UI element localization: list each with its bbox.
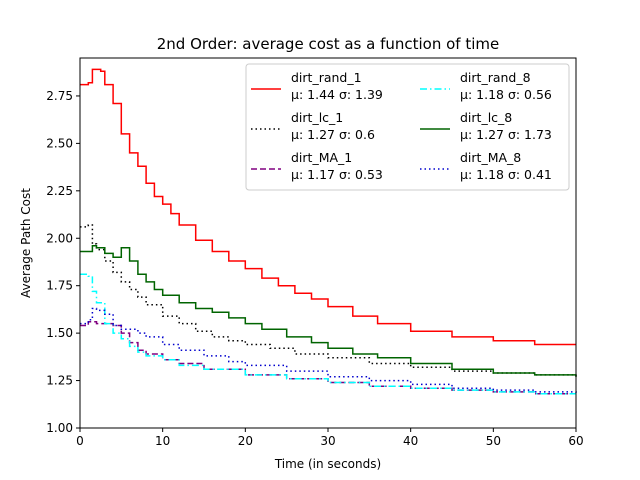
chart-title: 2nd Order: average cost as a function of… — [157, 35, 499, 53]
y-tick-label: 1.25 — [46, 374, 73, 388]
legend-series-stats: μ: 1.18 σ: 0.41 — [460, 167, 552, 182]
x-tick-label: 60 — [568, 434, 583, 448]
legend-series-stats: μ: 1.18 σ: 0.56 — [460, 87, 552, 102]
legend-series-name: dirt_MA_8 — [460, 150, 521, 165]
series-line-dirt-lc-8 — [80, 245, 577, 377]
y-tick-label: 2.75 — [46, 89, 73, 103]
x-tick-label: 0 — [76, 434, 84, 448]
y-tick-label: 2.50 — [46, 136, 73, 150]
x-tick-label: 50 — [486, 434, 501, 448]
x-tick-label: 30 — [320, 434, 335, 448]
series-line-dirt-rand-1 — [80, 68, 576, 346]
y-axis-ticks: 1.00 1.25 1.50 1.75 2.00 2.25 2.50 2.75 — [46, 89, 80, 435]
legend-series-stats: μ: 1.27 σ: 0.6 — [291, 127, 375, 142]
y-tick-label: 1.00 — [46, 421, 73, 435]
legend-series-stats: μ: 1.44 σ: 1.39 — [291, 87, 383, 102]
x-axis-ticks: 0 10 20 30 40 50 60 — [76, 428, 584, 448]
y-tick-label: 2.25 — [46, 184, 73, 198]
legend-series-stats: μ: 1.17 σ: 0.53 — [291, 167, 383, 182]
legend-entries: dirt_rand_1 μ: 1.44 σ: 1.39 dirt_lc_1 μ: 1.… — [251, 70, 552, 182]
x-axis-label: Time (in seconds) — [274, 457, 381, 471]
y-tick-label: 1.75 — [46, 279, 73, 293]
series-line-dirt-rand-8 — [80, 273, 576, 395]
legend-series-name: dirt_lc_1 — [291, 110, 343, 125]
legend-series-name: dirt_MA_1 — [291, 150, 352, 165]
x-tick-label: 40 — [403, 434, 418, 448]
legend-series-name: dirt_rand_8 — [460, 70, 531, 85]
y-tick-label: 1.50 — [46, 326, 73, 340]
legend: dirt_rand_1 μ: 1.44 σ: 1.39 dirt_lc_1 μ: 1.… — [245, 63, 570, 191]
legend-series-name: dirt_rand_1 — [291, 70, 362, 85]
legend-box — [245, 63, 570, 191]
y-tick-label: 2.00 — [46, 231, 73, 245]
legend-series-name: dirt_lc_8 — [460, 110, 512, 125]
legend-series-stats: μ: 1.27 σ: 1.73 — [460, 127, 552, 142]
series-line-dirt-MA-8 — [80, 307, 577, 394]
plot-lines — [80, 68, 577, 395]
x-tick-label: 20 — [238, 434, 253, 448]
y-axis-label: Average Path Cost — [19, 188, 33, 298]
x-tick-label: 10 — [155, 434, 170, 448]
